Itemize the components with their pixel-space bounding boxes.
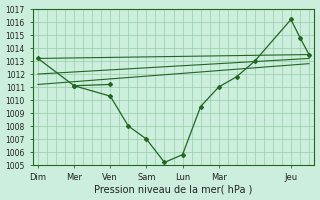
X-axis label: Pression niveau de la mer( hPa ): Pression niveau de la mer( hPa ) — [94, 184, 253, 194]
